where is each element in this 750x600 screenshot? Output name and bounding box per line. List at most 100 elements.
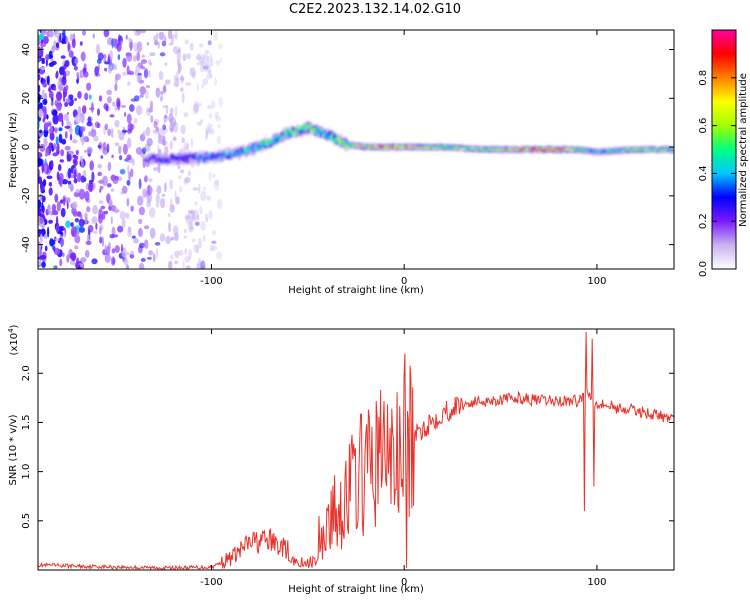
noise-blob (128, 37, 131, 42)
noise-blob (213, 30, 219, 41)
noise-blob (39, 69, 44, 75)
noise-blob (49, 126, 54, 133)
ridge-segment (396, 146, 400, 149)
ridge-segment (230, 149, 233, 155)
ridge-segment (304, 124, 307, 128)
noise-blob (169, 179, 173, 190)
noise-blob (97, 58, 102, 64)
ridge-segment (552, 149, 555, 151)
noise-blob (50, 100, 54, 107)
ridge-segment (193, 152, 196, 159)
ridge-segment (288, 129, 292, 133)
noise-blob (138, 74, 143, 85)
noise-blob (44, 164, 47, 174)
ridge-segment (182, 157, 185, 162)
noise-blob (199, 205, 203, 215)
noise-blob (140, 59, 148, 64)
noise-blob (38, 207, 41, 216)
ridge-segment (481, 148, 484, 151)
ridge-segment (591, 149, 594, 152)
noise-blob (111, 154, 114, 158)
ridge-segment (315, 124, 318, 132)
spectrogram-signal-ridge (144, 120, 674, 167)
noise-blob (104, 61, 110, 65)
noise-blob (127, 229, 132, 238)
ridge-segment (221, 156, 224, 161)
noise-blob (188, 249, 192, 260)
noise-blob (128, 70, 135, 76)
spectrogram-noise-field (38, 30, 223, 269)
ridge-segment (258, 145, 261, 151)
ridge-segment (171, 153, 174, 159)
noise-blob (160, 95, 163, 102)
noise-blob (55, 91, 63, 101)
ridge-segment (413, 145, 416, 148)
noise-blob (192, 104, 199, 115)
noise-blob (155, 91, 162, 96)
ridge-segment (398, 146, 401, 149)
spectrogram-x-axis-label: Height of straight line (km) (288, 285, 424, 296)
snr-y-tick-label: 0.5 (21, 513, 32, 529)
noise-blob (80, 175, 85, 183)
ridge-segment (341, 140, 344, 143)
noise-blob (184, 214, 189, 221)
ridge-segment (646, 149, 649, 151)
ridge-segment (600, 150, 603, 153)
ridge-segment (359, 145, 363, 148)
ridge-segment (406, 145, 409, 148)
noise-blob (164, 79, 171, 85)
noise-blob (156, 185, 162, 195)
ridge-segment (453, 147, 457, 150)
ridge-segment (205, 157, 208, 160)
noise-blob (200, 260, 206, 269)
noise-blob (68, 94, 74, 100)
noise-blob (200, 190, 207, 202)
noise-blob (118, 145, 122, 155)
spectrogram-x-tick-label: 100 (587, 276, 606, 287)
noise-blob (155, 248, 159, 259)
noise-blob (97, 171, 102, 177)
ridge-segment (490, 147, 494, 151)
noise-blob (145, 126, 151, 137)
ridge-segment (566, 147, 569, 150)
ridge-segment (276, 134, 279, 138)
ridge-segment (312, 128, 315, 132)
noise-blob (126, 113, 132, 124)
ridge-segment (540, 149, 543, 152)
noise-blob (43, 115, 47, 119)
colorbar-tick-label: 0.4 (698, 165, 709, 181)
ridge-segment (473, 148, 477, 151)
ridge-segment (281, 135, 284, 143)
ridge-segment (182, 155, 185, 161)
noise-blob (77, 91, 82, 99)
ridge-segment (632, 148, 635, 151)
ridge-segment (372, 145, 375, 148)
noise-blob (180, 87, 184, 93)
noise-blob (216, 135, 222, 145)
ridge-segment (581, 148, 585, 153)
ridge-segment (193, 156, 196, 160)
ridge-segment (555, 149, 558, 152)
ridge-segment (330, 133, 333, 138)
ridge-segment (225, 155, 228, 159)
noise-blob (107, 183, 112, 188)
noise-blob (177, 63, 182, 73)
ridge-segment (517, 147, 520, 150)
snr-series-line (38, 331, 674, 570)
ridge-segment (309, 126, 312, 136)
noise-blob (65, 36, 69, 44)
noise-blob (70, 226, 78, 238)
noise-blob (146, 256, 152, 260)
ridge-segment (389, 146, 392, 149)
ridge-segment (179, 154, 182, 160)
noise-blob (183, 179, 188, 185)
noise-blob (152, 129, 159, 134)
ridge-segment (236, 149, 239, 153)
noise-blob (174, 250, 180, 259)
noise-blob (123, 258, 129, 266)
noise-blob (87, 116, 92, 124)
noise-blob (65, 84, 69, 91)
noise-blob (136, 51, 140, 62)
ridge-segment (438, 146, 441, 149)
noise-blob (192, 70, 196, 80)
